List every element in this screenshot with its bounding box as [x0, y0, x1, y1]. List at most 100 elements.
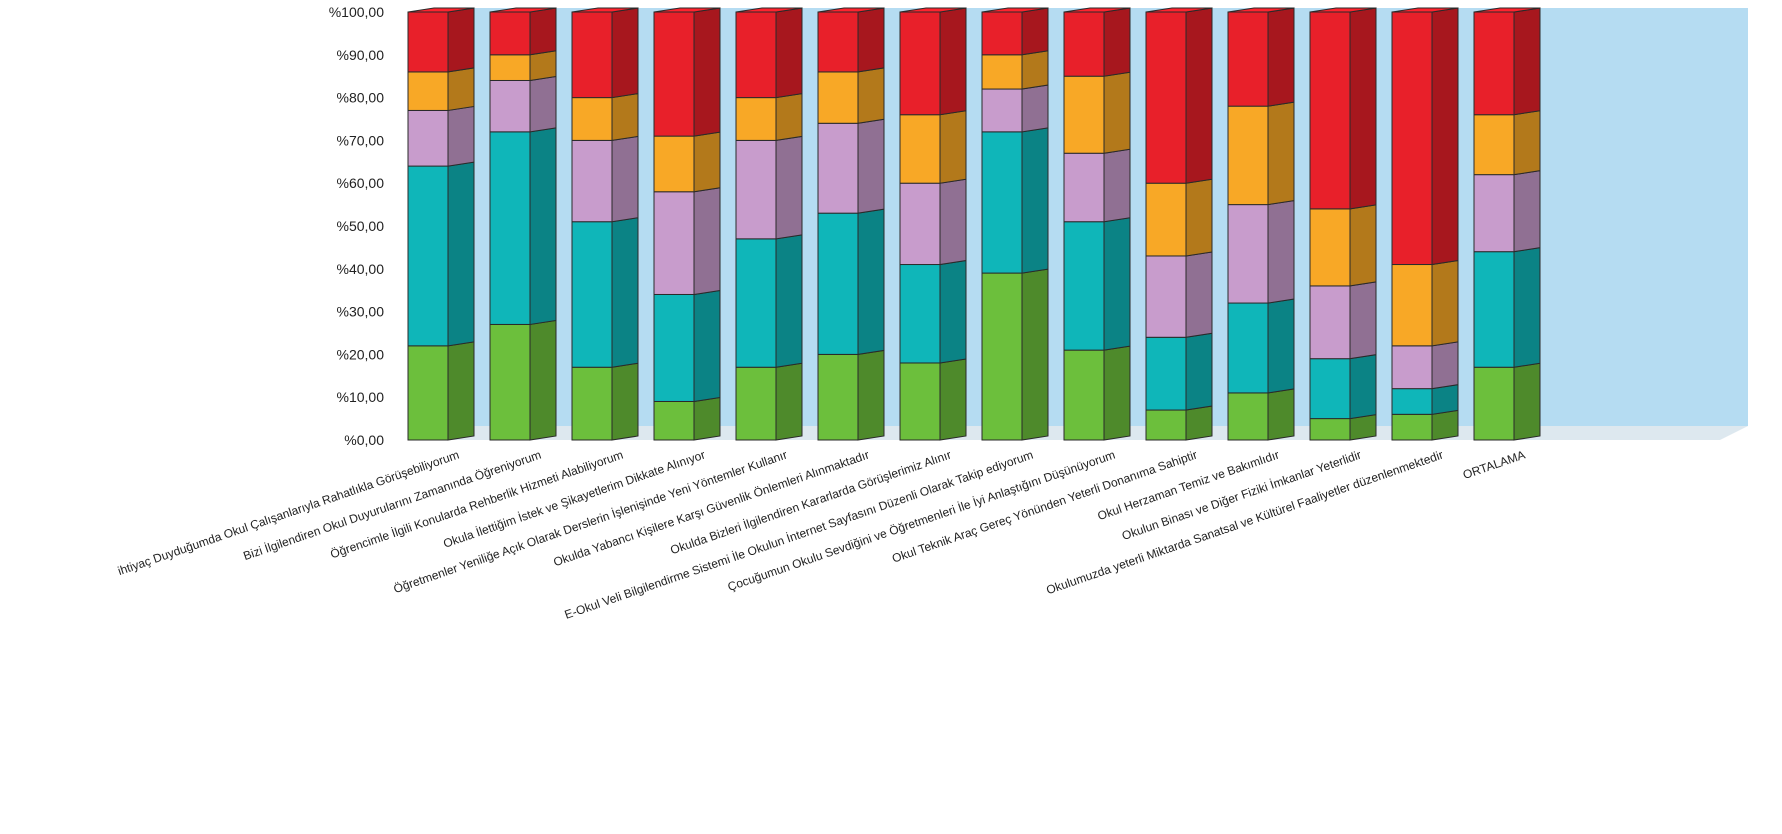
- bar-segment: [1063, 349, 1105, 441]
- y-tick-label: %10,00: [337, 389, 385, 405]
- bar-segment-side: [529, 50, 557, 82]
- bar-segment: [735, 97, 777, 141]
- category-label: ORTALAMA: [1461, 448, 1527, 482]
- bar-top: [407, 7, 475, 13]
- bar-segment-side: [1267, 101, 1295, 206]
- bar-segment: [407, 345, 449, 441]
- bar-top: [981, 7, 1049, 13]
- bar-top: [1473, 7, 1541, 13]
- y-tick-label: %100,00: [329, 4, 384, 20]
- y-tick-label: %90,00: [337, 47, 385, 63]
- y-tick-label: %50,00: [337, 218, 385, 234]
- bar-segment-side: [857, 118, 885, 214]
- bar-segment-side: [1513, 362, 1541, 441]
- bar-segment-side: [447, 341, 475, 441]
- bar-segment: [407, 109, 449, 167]
- bar-segment: [571, 139, 613, 223]
- bar-top: [735, 7, 803, 13]
- bars-layer: [407, 7, 1541, 441]
- bar-segment: [817, 11, 859, 73]
- bar-top: [817, 7, 885, 13]
- bar-segment-side: [447, 161, 475, 347]
- bar-segment: [1309, 285, 1351, 360]
- bar-segment: [1309, 358, 1351, 420]
- bar-segment-side: [611, 362, 639, 441]
- bar-segment: [1227, 105, 1269, 206]
- bar-segment-side: [1349, 281, 1377, 360]
- bar-segment-side: [939, 7, 967, 116]
- bar-segment: [407, 11, 449, 73]
- bar-segment-side: [857, 208, 885, 355]
- bar-segment: [735, 238, 777, 368]
- bar-segment-side: [857, 349, 885, 441]
- bar-top: [1227, 7, 1295, 13]
- bar-segment: [1309, 418, 1351, 441]
- bar-segment-side: [611, 217, 639, 368]
- bar-segment-side: [1021, 7, 1049, 56]
- category-label: ihtiyaç Duyduğumda Okul Çalışanlarıyla R…: [116, 448, 461, 578]
- bar-segment: [1145, 336, 1187, 411]
- bar-segment: [1391, 264, 1433, 347]
- bar-segment: [817, 212, 859, 355]
- bar-segment: [653, 11, 695, 137]
- y-tick-label: %30,00: [337, 304, 385, 320]
- bar-segment-side: [693, 289, 721, 403]
- bar-segment: [899, 362, 941, 441]
- bar-segment-side: [529, 75, 557, 133]
- bar-segment-side: [1185, 332, 1213, 411]
- bar-segment-side: [693, 187, 721, 296]
- bar-segment-side: [1021, 127, 1049, 274]
- bar-segment: [407, 71, 449, 111]
- bar-segment-side: [447, 67, 475, 112]
- bar-segment-side: [611, 7, 639, 99]
- bar-segment: [653, 191, 695, 295]
- y-tick-label: %80,00: [337, 90, 385, 106]
- bar-segment: [1391, 345, 1433, 390]
- bar-segment-side: [447, 7, 475, 73]
- bar-top: [1309, 7, 1377, 13]
- bar-segment-side: [693, 131, 721, 193]
- bar-segment: [1063, 221, 1105, 351]
- bar-segment: [1063, 152, 1105, 223]
- bar-segment: [981, 131, 1023, 274]
- y-tick-label: %20,00: [337, 346, 385, 362]
- bar-segment: [981, 54, 1023, 90]
- bar-segment: [899, 11, 941, 116]
- bar-segment: [817, 122, 859, 214]
- bar-segment: [1473, 114, 1515, 176]
- bar-segment: [1227, 302, 1269, 394]
- bar-segment-side: [939, 259, 967, 364]
- bar-segment: [817, 353, 859, 441]
- bar-top: [489, 7, 557, 13]
- bar-segment-side: [611, 93, 639, 141]
- bar-segment-side: [1431, 259, 1459, 347]
- bar-segment-side: [775, 234, 803, 368]
- bar-segment-side: [1513, 7, 1541, 116]
- bar-segment: [1391, 413, 1433, 441]
- bar-segment: [653, 293, 695, 402]
- bar-segment-side: [775, 93, 803, 141]
- bar-segment-side: [1267, 388, 1295, 441]
- bar-top: [899, 7, 967, 13]
- bar-top: [653, 7, 721, 13]
- bar-segment: [571, 11, 613, 99]
- bar-segment-side: [1431, 7, 1459, 266]
- bar-segment: [489, 11, 531, 56]
- bar-segment-side: [1103, 217, 1131, 351]
- bar-segment: [899, 182, 941, 266]
- bar-segment-side: [693, 396, 721, 441]
- x-axis-labels: ihtiyaç Duyduğumda Okul Çalışanlarıyla R…: [116, 448, 1527, 622]
- bar-segment: [489, 79, 531, 133]
- bar-segment-side: [1431, 341, 1459, 390]
- bar-segment-side: [1021, 50, 1049, 90]
- bar-segment-side: [529, 127, 557, 326]
- bar-segment-side: [693, 7, 721, 137]
- bar-segment-side: [529, 319, 557, 441]
- bar-segment-side: [1513, 170, 1541, 253]
- bar-segment: [1309, 208, 1351, 287]
- bar-segment-side: [447, 105, 475, 167]
- bar-segment-side: [1021, 84, 1049, 133]
- bar-top: [1145, 7, 1213, 13]
- bar-segment-side: [1349, 7, 1377, 210]
- bar-segment-side: [611, 135, 639, 223]
